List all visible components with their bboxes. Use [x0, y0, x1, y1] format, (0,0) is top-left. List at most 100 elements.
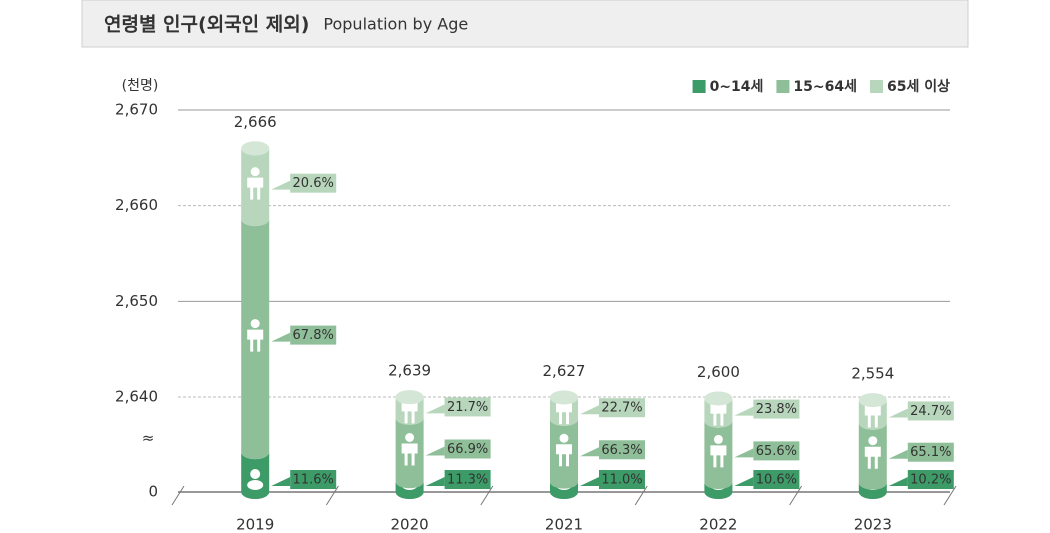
callout [888, 477, 908, 486]
icon [868, 436, 878, 446]
icon [713, 434, 723, 444]
category-divider [171, 485, 185, 506]
legend-label: 15~64세 [793, 79, 857, 95]
callout [271, 332, 291, 342]
value-label: 66.9% [447, 442, 488, 457]
callout-box [599, 470, 645, 489]
value-label: 10.6% [756, 473, 797, 488]
value-label: 66.3% [601, 443, 642, 458]
callout [888, 408, 908, 418]
callout [425, 404, 445, 414]
bar-top [858, 393, 887, 408]
y-tick-label: 2,650 [115, 292, 158, 310]
value-label: 10.2% [910, 473, 951, 488]
total-label: 2,627 [543, 362, 586, 380]
callout [580, 405, 599, 415]
bar-segment [395, 481, 424, 500]
callout-box [599, 398, 645, 418]
icon [556, 444, 572, 467]
icon [247, 177, 264, 200]
total-label: 2,600 [697, 363, 740, 381]
legend-swatch [870, 80, 883, 93]
bar-segment [550, 481, 578, 499]
icon-group [556, 433, 572, 467]
callout-box [290, 470, 337, 489]
category-divider [943, 485, 957, 506]
callout [734, 477, 754, 486]
value-label: 11.6% [293, 473, 334, 488]
callout-box [753, 441, 800, 461]
legend-label: 0~14세 [710, 79, 764, 95]
callout [271, 180, 291, 190]
callout-box [444, 397, 491, 417]
y-unit-label: (천명) [122, 78, 159, 94]
icon-group [247, 167, 264, 200]
icon [556, 402, 572, 425]
y-tick-label: 2,660 [115, 196, 158, 214]
icon [247, 480, 264, 490]
icon [250, 469, 261, 479]
callout [425, 446, 445, 456]
callout-box [907, 470, 954, 489]
value-label: 22.7% [601, 401, 642, 416]
callout-box [753, 399, 800, 419]
value-label: 20.6% [293, 176, 334, 191]
icon [247, 329, 264, 352]
icon-group [710, 434, 727, 468]
callout-box [907, 401, 954, 421]
chart-subtitle: Population by Age [323, 15, 468, 34]
callout-box [444, 470, 491, 489]
legend-swatch [776, 80, 790, 93]
icon [864, 405, 881, 428]
y-tick-label: 0 [148, 483, 158, 501]
x-tick-label: 2019 [236, 516, 274, 533]
icon [864, 446, 881, 469]
icon [401, 443, 418, 466]
title-bar [81, 0, 969, 48]
legend-swatch [692, 80, 706, 93]
total-label: 2,639 [388, 362, 431, 380]
callout-box [753, 470, 800, 489]
value-label: 21.7% [447, 400, 488, 415]
category-divider [325, 485, 339, 506]
callout-box [907, 442, 954, 462]
value-label: 11.0% [601, 473, 642, 488]
x-tick-label: 2022 [699, 516, 737, 533]
axis-break: ≈ [142, 429, 155, 447]
bar-top [241, 141, 270, 156]
callout [734, 406, 754, 416]
icon-group [247, 319, 264, 352]
x-tick-label: 2020 [391, 516, 429, 533]
category-divider [634, 485, 648, 506]
icon-group [401, 433, 418, 466]
icon-group [864, 436, 881, 469]
value-label: 65.1% [910, 445, 951, 460]
value-label: 67.8% [293, 328, 334, 343]
callout-box [290, 173, 337, 193]
category-divider [789, 485, 803, 506]
total-label: 2,554 [851, 365, 894, 383]
value-label: 11.3% [447, 473, 488, 488]
x-tick-label: 2023 [854, 516, 892, 533]
callout [580, 477, 599, 486]
y-tick-label: 2,670 [115, 101, 158, 119]
bar-top [395, 390, 424, 405]
icon [405, 433, 415, 443]
bar-segment [704, 482, 733, 500]
icon [250, 167, 260, 177]
chart-title: 연령별 인구(외국인 제외) [104, 14, 309, 36]
callout-box [599, 440, 645, 460]
value-label: 24.7% [910, 404, 951, 419]
callout [425, 477, 445, 486]
value-label: 65.6% [756, 444, 797, 459]
icon [250, 319, 260, 329]
bar-segment [858, 482, 887, 500]
y-tick-label: 2,640 [115, 388, 158, 406]
icon [559, 433, 569, 443]
callout-box [444, 439, 491, 459]
callout-box [290, 325, 337, 345]
callout [271, 477, 291, 486]
icon-group [247, 469, 264, 490]
x-tick-label: 2021 [545, 516, 583, 533]
